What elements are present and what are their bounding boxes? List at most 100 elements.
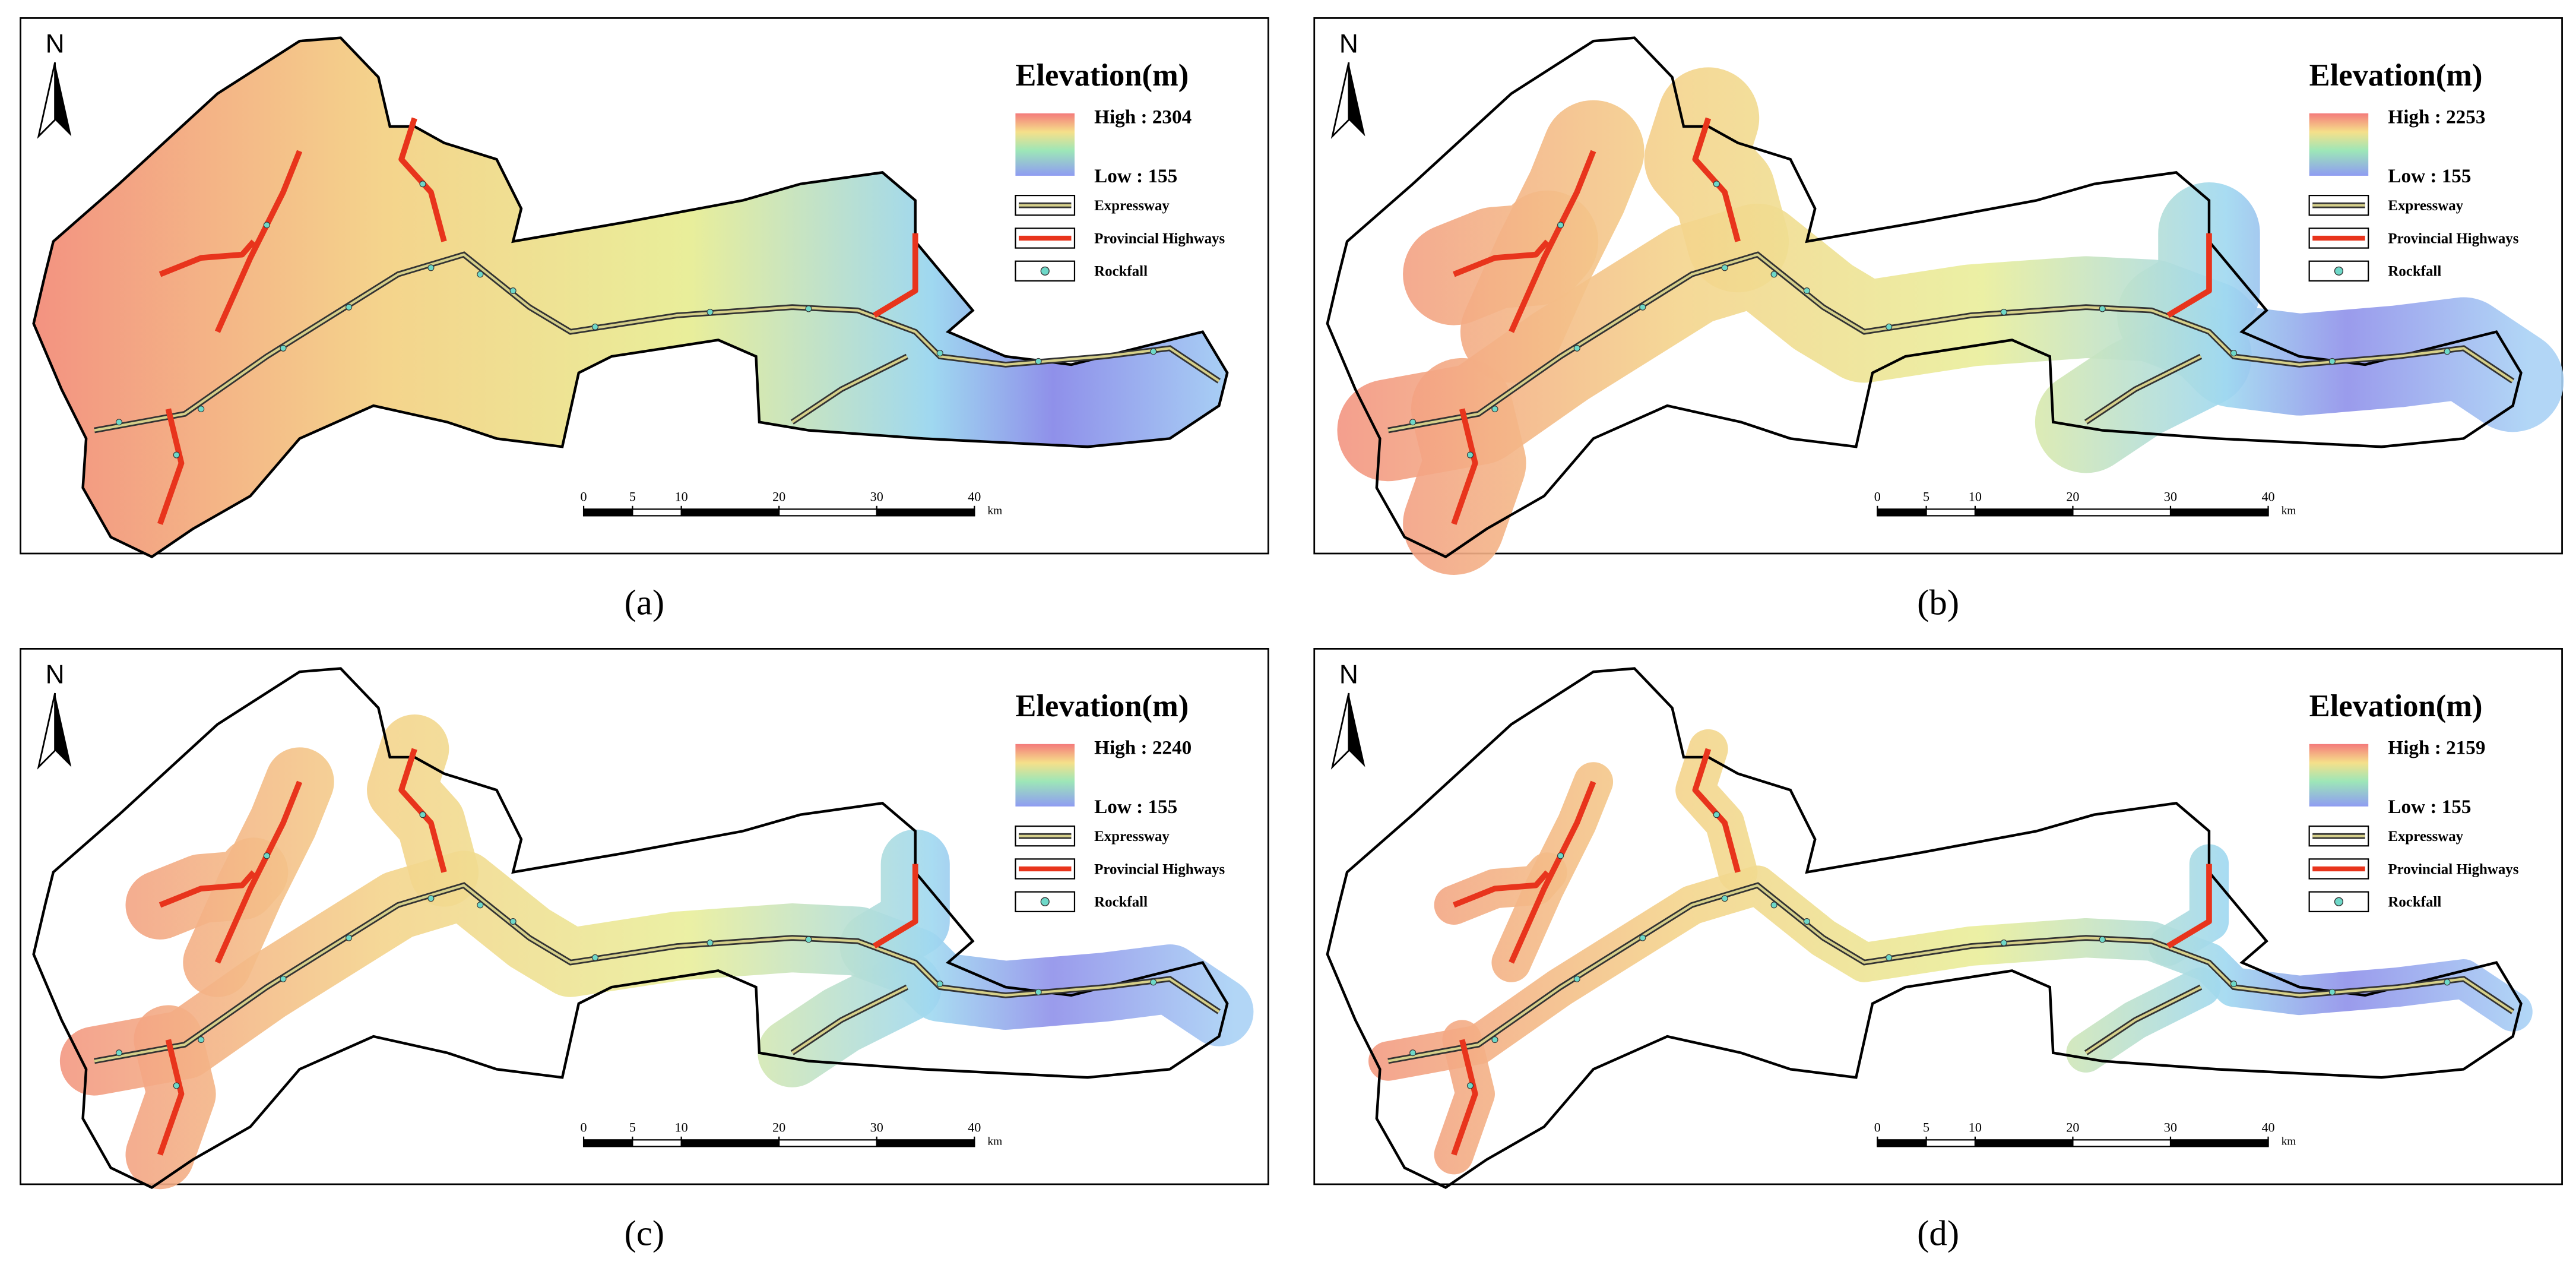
legend-low: Low : 155 [2388,165,2471,187]
rockfall-point [1803,918,1810,925]
rockfall-point [2000,939,2007,946]
scale-label: 0 [1874,489,1881,504]
legend-title: Elevation(m) [2309,689,2483,723]
rockfall-point [280,344,287,352]
scale-label: 30 [870,1120,883,1134]
expressway-core [791,986,908,1054]
expressway-core [2085,986,2202,1054]
rockfall-point [706,939,714,946]
north-arrow [55,62,72,137]
rockfall-point [1639,934,1646,941]
legend-symbol [1040,266,1050,276]
provincial-highway [873,233,918,318]
rockfall-point [509,287,517,295]
legend-gradient [1015,744,1075,807]
scale-label: 10 [675,489,688,504]
panel-caption: (b) [1917,583,1959,622]
scale-segment [876,509,975,516]
scale-unit: km [987,1136,1002,1148]
rockfall-point [2328,358,2336,365]
rockfall-point [198,1036,205,1044]
rockfall-point [1150,348,1157,355]
rockfall-point [2444,979,2451,986]
rockfall-point [477,902,484,909]
map-panel: N Elevation(m) High : 2159 Low : 155 Express… [1313,648,2563,1190]
rockfall-point [936,981,943,988]
legend-low: Low : 155 [1094,165,1177,187]
provincial-highway [2166,233,2212,318]
rockfall-point [115,1049,122,1057]
rockfall-point [1573,344,1580,352]
scale-label: 20 [772,1120,785,1134]
scale-label: 20 [2066,1120,2079,1134]
rockfall-point [1770,271,1777,278]
legend-item: Expressway [2388,198,2463,214]
provincial-highway [873,864,918,949]
rockfall-point [936,350,943,357]
map-area [32,667,1254,1190]
expressway-core [791,355,908,423]
legend-high: High : 2159 [2388,736,2485,758]
legend-item: Rockfall [2388,894,2441,910]
legend-item: Provincial Highways [1094,861,1225,877]
rockfall-point [591,954,598,961]
map-panel: N Elevation(m) High : 2253 Low : 155 Express… [1313,17,2564,575]
scale-unit: km [2282,1136,2296,1148]
north-arrow-outline [37,693,56,770]
rockfall-point [477,271,484,278]
rockfall-point [1721,264,1728,271]
rockfall-point [346,934,353,941]
provincial-highway [1692,117,1741,242]
elevation-surface [33,37,1228,557]
map-area [1326,36,2564,575]
rockfall-point [2230,981,2237,988]
rockfall-point [1639,303,1646,311]
rockfall-point [1573,975,1580,982]
legend-high: High : 2304 [1094,106,1192,128]
legend-gradient [1015,113,1075,176]
scale-segment [2170,1140,2268,1147]
rockfall-point [173,1082,180,1089]
rockfall-point [1713,811,1720,818]
legend-item: Rockfall [2388,264,2441,280]
expressway-core [1387,884,2514,1063]
rockfall-point [509,918,517,925]
rockfall-point [1803,287,1810,295]
legend-title: Elevation(m) [2309,58,2483,93]
expressway-core [2085,355,2202,423]
provincial-highway [159,870,256,908]
rockfall-point [280,975,287,982]
scale-label: 40 [2261,489,2274,504]
provincial-highway [398,117,447,242]
legend-low: Low : 155 [2388,796,2471,818]
rockfall-point [1886,954,1893,961]
expressway-core [1387,253,2514,432]
rockfall-point [419,811,426,818]
scale-label: 30 [870,489,883,504]
legend-item: Rockfall [1094,264,1148,280]
map-area [1326,667,2533,1190]
legend-high: High : 2253 [2388,106,2485,128]
rockfall-point [1466,1082,1474,1089]
provincial-highway [1453,870,1550,908]
rockfall-point [115,419,122,426]
north-label: N [46,660,65,689]
rockfall-point [1557,852,1564,859]
provincial-highway [1451,408,1478,525]
rockfall-point [1035,988,1042,995]
scale-segment [2170,509,2268,516]
legend-title: Elevation(m) [1015,689,1189,723]
rockfall-point [805,936,812,943]
rockfall-point [1721,895,1728,902]
legend-high: High : 2240 [1094,736,1192,758]
scale-label: 30 [2164,489,2177,504]
legend-item: Expressway [1094,829,1170,845]
legend-symbol [2308,260,2369,282]
scale-unit: km [987,505,1002,517]
scale-label: 5 [629,1120,636,1134]
north-arrow-outline [37,62,56,139]
legend-item: Provincial Highways [1094,230,1225,246]
scale-label: 30 [2164,1120,2177,1134]
rockfall-point [198,406,205,413]
